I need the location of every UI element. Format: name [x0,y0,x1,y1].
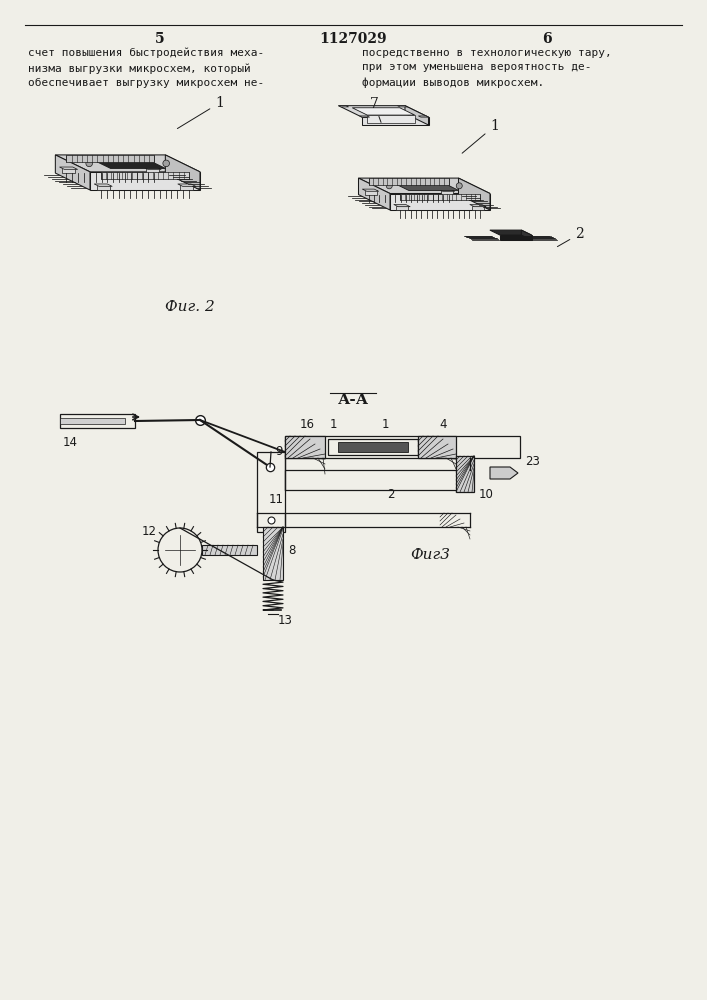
Polygon shape [62,168,75,173]
Text: 9: 9 [275,445,283,458]
Text: 12: 12 [142,525,157,538]
Polygon shape [490,230,532,235]
Text: 1127029: 1127029 [319,32,387,46]
Polygon shape [59,167,78,169]
Bar [285,470,470,490]
Polygon shape [490,467,518,479]
Bar [418,436,456,458]
Text: Фиг. 2: Фиг. 2 [165,300,215,314]
Bar [285,436,325,458]
Polygon shape [367,115,415,123]
Text: 13: 13 [278,614,293,627]
Polygon shape [405,106,428,125]
Text: счет повышения быстродействия меха-
низма выгрузки микросхем, который
обеспечива: счет повышения быстродействия меха- низм… [28,48,264,88]
Polygon shape [469,205,486,207]
Polygon shape [146,168,159,173]
Text: 5: 5 [156,32,165,46]
Polygon shape [400,194,480,200]
Polygon shape [362,189,379,191]
Polygon shape [339,106,349,107]
Bar [285,436,520,458]
Text: 2: 2 [387,488,395,501]
Text: 6: 6 [542,32,551,46]
Bar [257,452,285,532]
Text: 1: 1 [330,418,337,431]
Text: Фиг3: Фиг3 [410,548,450,562]
Text: 23: 23 [525,455,540,468]
Bar [60,414,135,428]
Polygon shape [368,178,448,185]
Polygon shape [397,106,407,107]
Polygon shape [94,184,112,186]
Polygon shape [459,178,490,210]
Text: 8: 8 [288,544,296,557]
Circle shape [386,183,392,189]
Polygon shape [390,181,459,190]
Text: 14: 14 [62,436,78,449]
Circle shape [158,528,202,572]
Polygon shape [362,117,428,125]
Polygon shape [438,189,455,191]
Bar [456,456,474,492]
Polygon shape [180,185,194,190]
Circle shape [86,160,93,167]
Polygon shape [440,190,452,195]
Polygon shape [472,206,484,210]
Text: А-А: А-А [337,393,368,407]
Polygon shape [359,116,370,117]
Polygon shape [358,178,490,194]
Polygon shape [90,172,200,190]
Polygon shape [66,155,154,162]
Bar [263,527,283,580]
Polygon shape [396,206,408,210]
Bar [338,442,408,452]
Text: 1: 1 [177,96,224,129]
Polygon shape [521,230,532,240]
Polygon shape [165,155,200,190]
Text: 10: 10 [479,488,494,501]
Text: 2: 2 [557,227,584,247]
Text: 7: 7 [370,97,381,122]
Polygon shape [394,205,410,207]
Text: 4: 4 [439,418,447,431]
Polygon shape [55,155,90,190]
Polygon shape [500,235,532,240]
Text: посредственно в технологическую тару,
при этом уменьшена вероятность де-
формаци: посредственно в технологическую тару, пр… [362,48,612,88]
Polygon shape [419,116,428,117]
Text: 1: 1 [382,418,390,431]
Polygon shape [97,185,110,190]
Polygon shape [352,108,415,115]
Circle shape [456,183,462,189]
Polygon shape [55,155,200,172]
Circle shape [163,160,170,167]
Polygon shape [90,158,165,168]
Text: 11: 11 [269,493,284,506]
Text: 1: 1 [462,119,499,153]
Polygon shape [339,106,428,117]
Text: 16: 16 [300,418,315,431]
Polygon shape [365,190,377,195]
Bar [328,439,418,455]
Polygon shape [177,184,196,186]
Polygon shape [390,194,490,210]
Polygon shape [143,167,161,169]
Polygon shape [358,178,390,210]
Polygon shape [101,172,189,179]
Bar [60,418,125,424]
Bar [202,545,257,555]
